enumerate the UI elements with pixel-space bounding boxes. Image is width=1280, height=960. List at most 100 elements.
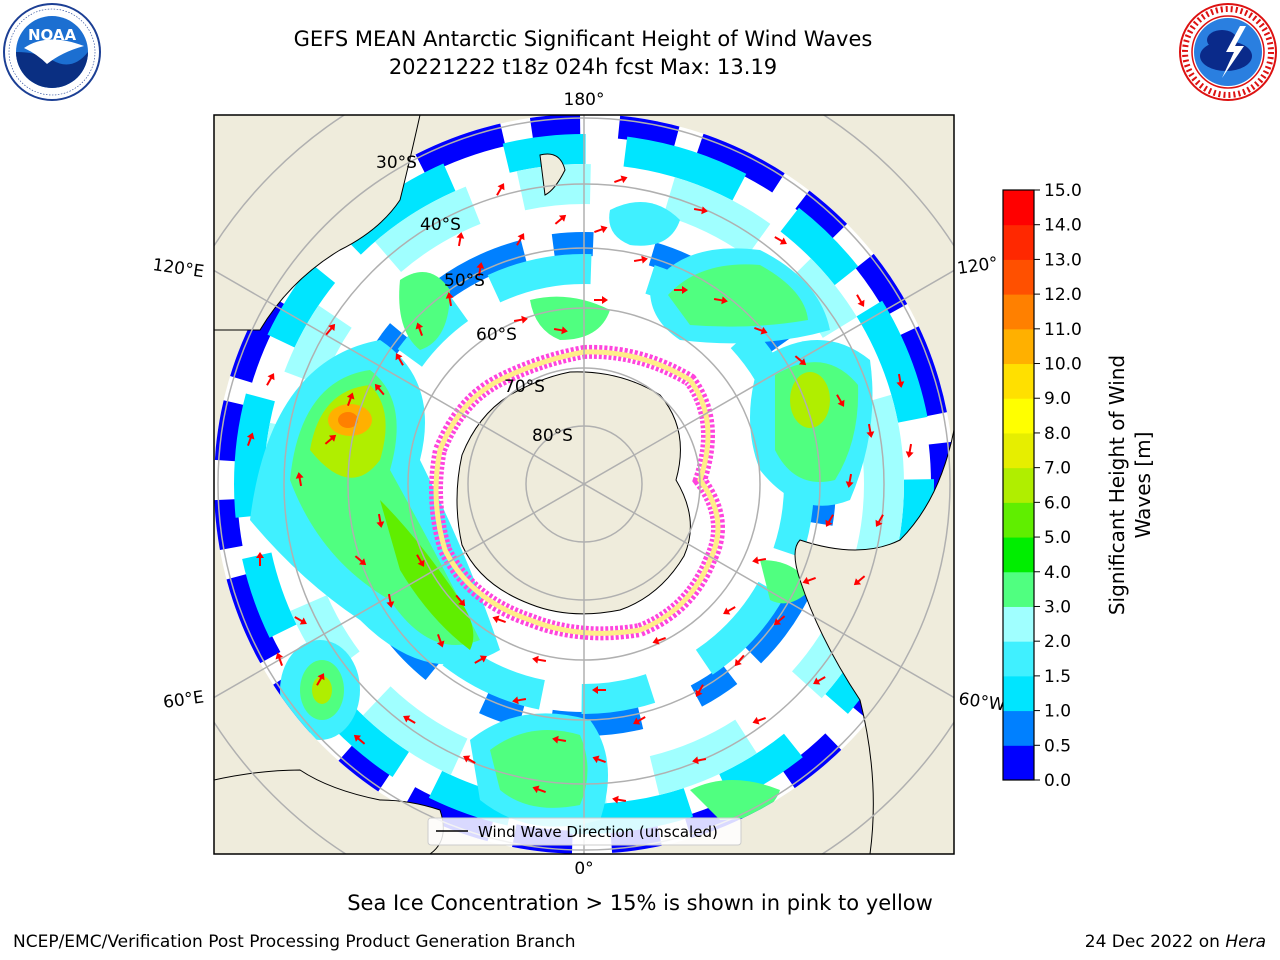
footer-date-text: 24 Dec 2022 on <box>1084 932 1226 952</box>
graticule <box>214 115 954 854</box>
wind-arrow <box>836 394 845 407</box>
colorbar-label: Significant Height of Wind Waves [m] <box>1104 355 1156 615</box>
wind-arrow <box>395 353 404 366</box>
lon-label-120e: 120°E <box>151 255 205 282</box>
colorbar-swatch <box>1003 363 1034 399</box>
sea-ice-inner <box>433 349 721 636</box>
wind-arrow <box>256 552 264 566</box>
wind-arrow <box>754 326 768 335</box>
wind-arrow <box>416 554 425 567</box>
wind-arrow <box>802 576 816 585</box>
wind-arrow <box>445 292 454 307</box>
wind-arrow <box>294 616 307 625</box>
lat-label-40s: 40°S <box>420 215 461 235</box>
colorbar-tick-label: 4.0 <box>1044 563 1071 583</box>
colorbar-swatch <box>1003 190 1034 226</box>
colorbar-label-line2: Waves [m] <box>1131 431 1155 539</box>
colorbar-tick-label: 8.0 <box>1044 424 1071 444</box>
colorbar-tick-label: 0.0 <box>1044 771 1071 790</box>
wind-arrow <box>866 423 875 438</box>
wind-arrow <box>346 392 355 406</box>
wind-arrow <box>513 315 528 324</box>
lat-label-80s: 80°S <box>532 426 573 446</box>
wind-arrow <box>512 696 527 705</box>
colorbar-swatch <box>1003 710 1034 746</box>
legend-label: Wind Wave Direction (unscaled) <box>478 823 718 841</box>
wind-arrow <box>325 323 336 336</box>
wind-arrow <box>905 443 914 458</box>
wind-arrow <box>875 514 884 527</box>
wind-arrow <box>825 514 834 527</box>
wind-arrow <box>275 652 284 666</box>
wind-arrow <box>354 555 367 566</box>
wind-arrow <box>592 686 606 694</box>
colorbar-swatch <box>1003 398 1034 434</box>
wind-arrow <box>456 232 465 247</box>
wind-arrow <box>594 225 608 234</box>
colorbar-swatch <box>1003 328 1034 365</box>
wind-arrow <box>723 606 736 615</box>
colorbar-swatch <box>1003 675 1034 712</box>
map-frame <box>213 114 955 855</box>
colorbar-label-line1: Significant Height of Wind <box>1105 354 1129 616</box>
colorbar-tick-label: 6.0 <box>1044 493 1071 513</box>
new-zealand <box>539 153 566 196</box>
wind-arrow <box>594 296 608 304</box>
wind-arrow <box>554 214 567 225</box>
wind-arrow <box>896 373 905 388</box>
colorbar-tick-label: 0.5 <box>1044 736 1071 756</box>
wind-arrow <box>516 233 525 246</box>
colorbar-tick-label: 11.0 <box>1044 320 1082 340</box>
colorbar-swatch <box>1003 641 1034 677</box>
nws-logo <box>1179 3 1277 101</box>
colorbar-tick-label: 12.0 <box>1044 285 1082 305</box>
wind-arrow <box>476 262 485 277</box>
lat-label-70s: 70°S <box>504 377 545 397</box>
wind-arrow <box>246 432 255 446</box>
colorbar-tick-label: 1.5 <box>1044 667 1071 687</box>
colorbar-swatch <box>1003 606 1034 642</box>
australia <box>214 115 421 331</box>
wind-arrow <box>692 756 707 765</box>
colorbar-swatch <box>1003 745 1034 781</box>
wind-arrow <box>752 556 767 565</box>
wind-arrow <box>695 684 704 697</box>
wind-arrow <box>455 594 466 607</box>
colorbar-tick-label: 5.0 <box>1044 528 1071 548</box>
wind-arrow <box>552 735 567 744</box>
wind-arrow <box>386 593 395 608</box>
map-legend: Wind Wave Direction (unscaled) <box>427 817 742 846</box>
colorbar-tick-label: 10.0 <box>1044 355 1082 375</box>
wind-arrow <box>496 183 505 196</box>
wind-arrow <box>614 175 628 184</box>
wind-arrows <box>246 175 914 804</box>
wind-arrow <box>794 355 807 366</box>
wind-arrow <box>773 615 786 626</box>
wind-arrow <box>652 636 666 645</box>
colorbar-tick-label: 14.0 <box>1044 216 1082 236</box>
wind-arrow <box>316 673 325 686</box>
south-america <box>794 429 954 854</box>
wind-arrow <box>324 434 337 445</box>
noaa-logo: NOAA <box>3 3 101 101</box>
wind-arrow <box>266 373 275 386</box>
footer-credit: NCEP/EMC/Verification Post Processing Pr… <box>13 932 576 952</box>
wind-arrow <box>553 326 568 335</box>
wind-arrow <box>633 255 648 264</box>
lat-label-60s: 60°S <box>476 325 517 345</box>
wind-arrow <box>713 296 728 305</box>
wind-arrow <box>532 655 547 664</box>
colorbar-tick-label: 15.0 <box>1044 181 1082 201</box>
colorbar-tick-label: 9.0 <box>1044 389 1071 409</box>
wind-arrow <box>415 322 424 336</box>
wind-arrow <box>436 634 445 648</box>
wind-arrow <box>463 755 476 764</box>
lon-label-0: 0° <box>574 859 593 879</box>
wind-arrow <box>856 294 865 307</box>
lon-label-60e: 60°E <box>162 687 205 712</box>
colorbar-tick-label: 7.0 <box>1044 459 1071 479</box>
wind-arrow <box>592 755 606 764</box>
colorbar: 0.0 0.5 1.0 1.5 2.0 3.0 4.0 5.0 6.0 7.0 8.0 9.0 10.0… <box>1002 181 1082 790</box>
antarctica <box>456 371 691 615</box>
